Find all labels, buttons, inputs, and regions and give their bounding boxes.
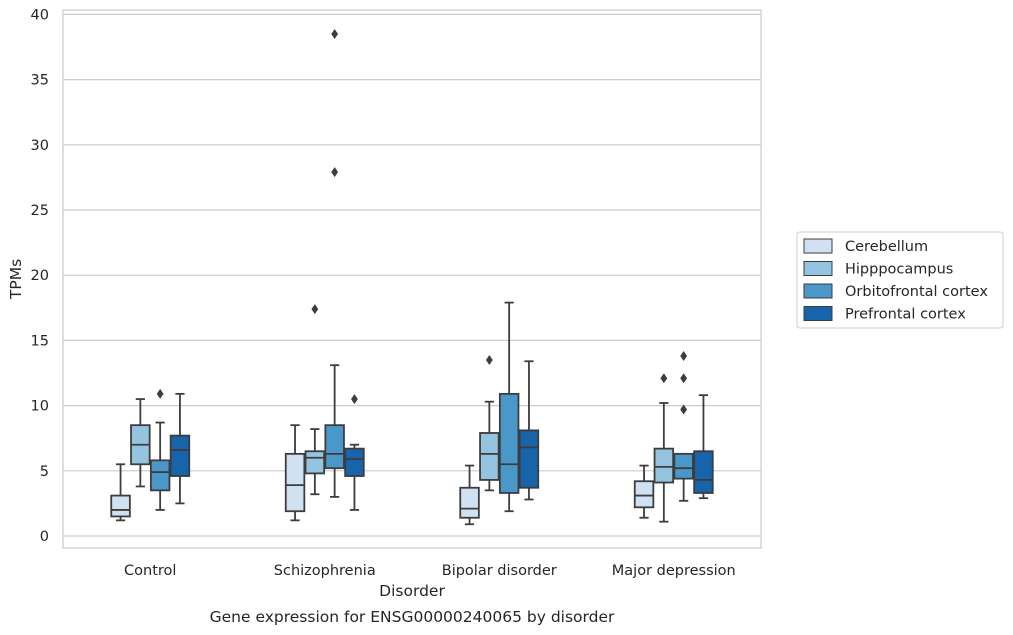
x-axis-ticks: Control Schizophrenia Bipolar disorder Majo… (124, 563, 736, 579)
iqr-box (518, 429, 540, 489)
legend-swatch (803, 283, 833, 299)
chart-caption: Gene expression for ENSG00000240065 by d… (210, 608, 615, 626)
iqr-box (284, 452, 306, 513)
box-3-1 (653, 373, 675, 523)
box-3-0 (633, 464, 655, 519)
iqr-box (344, 447, 365, 477)
box-0-2 (149, 388, 171, 511)
legend-swatch (803, 306, 833, 321)
y-tick-label: 40 (31, 7, 49, 23)
legend-frame (796, 231, 1004, 329)
iqr-box (479, 432, 500, 481)
y-tick-label: 20 (31, 268, 49, 284)
iqr-box (653, 447, 675, 484)
x-tick-label: Bipolar disorder (442, 563, 557, 579)
box-0-3 (169, 392, 191, 505)
box-1-3 (344, 394, 365, 511)
outlier-marker (331, 167, 339, 178)
iqr-box (498, 392, 520, 494)
legend-label: Hipppocampus (845, 262, 953, 278)
outlier-marker (680, 373, 688, 384)
outlier-marker (485, 354, 493, 365)
box-2-1 (479, 354, 500, 492)
y-axis-label: TPMs (7, 259, 25, 300)
y-tick-label: 25 (31, 203, 49, 219)
box-2-0 (459, 464, 480, 526)
box-0-0 (110, 463, 131, 522)
box-1-1 (304, 304, 326, 496)
box-3-3 (693, 394, 714, 500)
y-tick-label: 30 (31, 138, 49, 154)
iqr-box (633, 480, 655, 509)
box-1-2 (324, 28, 345, 498)
iqr-box (459, 486, 480, 519)
iqr-box (169, 434, 191, 477)
outlier-marker (680, 351, 688, 362)
iqr-box (304, 450, 326, 475)
iqr-box (110, 494, 131, 518)
outlier-marker (156, 388, 164, 399)
outlier-marker (660, 373, 668, 384)
iqr-box (324, 424, 345, 470)
iqr-box (149, 459, 171, 492)
box-0-1 (130, 398, 151, 488)
x-tick-label: Control (124, 563, 176, 579)
iqr-box (693, 450, 714, 494)
legend-label: Cerebellum (845, 239, 928, 255)
box-1-0 (284, 424, 306, 522)
y-tick-label: 0 (40, 529, 49, 545)
iqr-box (673, 452, 694, 480)
outlier-marker (351, 394, 358, 405)
y-tick-label: 15 (31, 333, 49, 349)
outlier-marker (680, 404, 688, 415)
box-2-3 (518, 360, 540, 501)
legend-label: Orbitofrontal cortex (845, 284, 988, 300)
y-tick-label: 5 (40, 464, 49, 480)
y-axis-ticks: 0 5 10 15 20 25 30 35 40 (31, 7, 49, 545)
x-axis-label: Disorder (379, 582, 445, 600)
box-2-2 (498, 301, 520, 513)
box-3-2 (673, 351, 694, 502)
legend-swatch (803, 238, 833, 254)
legend: Cerebellum Hipppocampus Orbitofrontal cort… (796, 231, 1004, 329)
box-groups (110, 28, 714, 526)
outlier-marker (311, 304, 319, 315)
legend-swatch (803, 261, 833, 276)
legend-label: Prefrontal cortex (845, 307, 966, 323)
y-tick-label: 35 (31, 73, 49, 89)
y-tick-label: 10 (31, 399, 49, 415)
x-tick-label: Major depression (612, 563, 736, 579)
x-tick-label: Schizophrenia (274, 563, 376, 579)
outlier-marker (331, 28, 339, 39)
